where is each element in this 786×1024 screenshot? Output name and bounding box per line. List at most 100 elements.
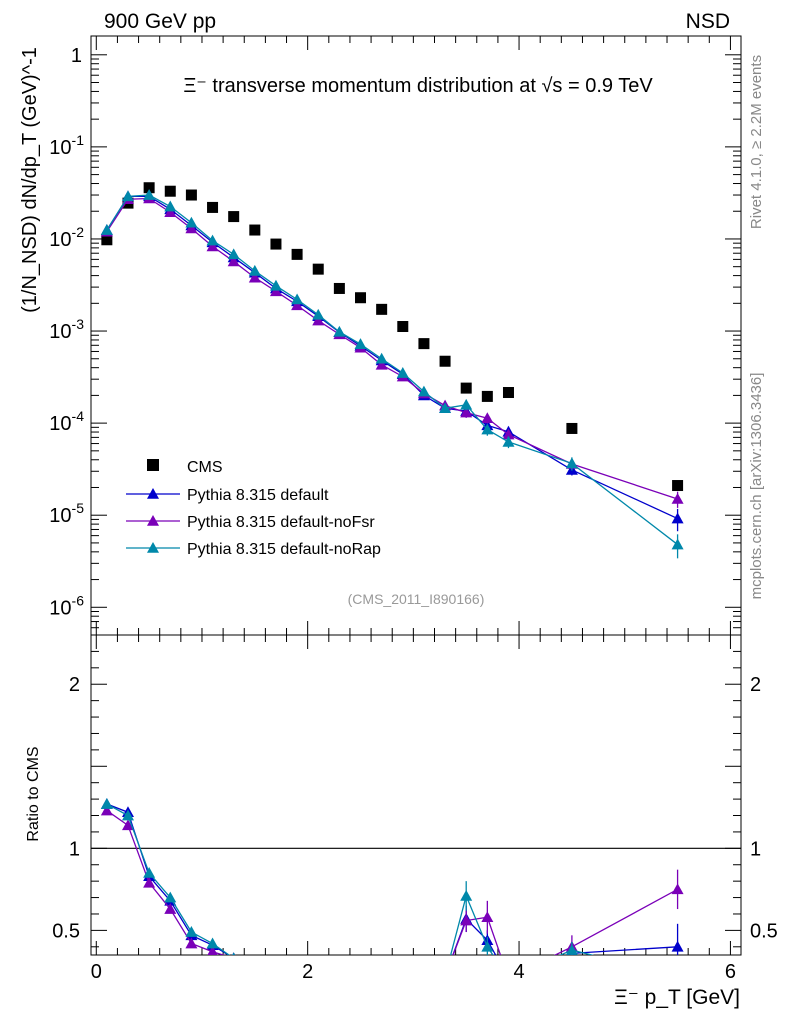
- data-point-cms: [249, 224, 261, 236]
- y-tick-label-ratio-left: 0.5: [52, 920, 80, 942]
- y-tick-label-ratio-right: 1: [750, 838, 761, 860]
- data-point-cms: [566, 422, 578, 434]
- y-tick-label-ratio-left: 2: [69, 674, 80, 696]
- ratio-point-nofsr: [481, 911, 494, 923]
- y-tick-label-main: 1: [71, 45, 82, 67]
- ratio-point-nofsr: [439, 970, 451, 981]
- data-point-cms: [376, 303, 388, 315]
- data-point-norap: [269, 279, 282, 291]
- ratio-point-norap: [232, 952, 236, 955]
- series-line-default: [106, 195, 678, 520]
- y-tick-label-main: 10-5: [49, 500, 84, 527]
- analysis-tag: (CMS_2011_I890166): [348, 591, 485, 607]
- legend-marker-nofsr: [147, 515, 159, 526]
- ratio-point-norap: [460, 889, 473, 901]
- x-tick-label: 2: [302, 961, 313, 983]
- data-point-cms: [185, 189, 197, 201]
- data-point-cms: [101, 234, 113, 246]
- data-point-nofsr: [291, 299, 304, 311]
- data-point-norap: [375, 352, 388, 364]
- x-axis-label: Ξ⁻ p_T [GeV]: [614, 986, 740, 1009]
- data-point-nofsr: [502, 428, 515, 440]
- chart-title: Ξ⁻ transverse momentum distribution at √…: [183, 75, 653, 97]
- legend-marker-norap: [147, 542, 159, 553]
- data-point-norap: [164, 200, 177, 212]
- ratio-point-nofsr: [185, 937, 198, 949]
- ratio-point-nofsr: [460, 914, 473, 926]
- main-y-axis-label: (1/N_NSD) dN/dp_T (GeV)^-1: [19, 47, 41, 313]
- rivet-version-label: Rivet 4.1.0, ≥ 2.2M events: [748, 55, 765, 229]
- legend-label-default: Pythia 8.315 default: [187, 487, 329, 504]
- legend-marker-default: [147, 488, 159, 499]
- ratio-point-norap: [185, 926, 198, 937]
- x-tick-label: 4: [513, 961, 524, 983]
- data-point-nofsr: [206, 240, 219, 252]
- data-point-cms: [228, 211, 240, 223]
- data-point-cms: [502, 387, 514, 399]
- y-tick-label-ratio-right: 0.5: [750, 920, 778, 942]
- data-point-norap: [417, 385, 430, 397]
- legend-label-cms: CMS: [187, 459, 223, 476]
- data-point-cms: [355, 292, 367, 304]
- main-series-group: [100, 182, 684, 559]
- x-tick-label: 0: [91, 961, 102, 983]
- data-point-norap: [671, 538, 684, 550]
- y-tick-label-main: 10-6: [49, 592, 84, 619]
- y-tick-label-ratio-left: 1: [69, 838, 80, 860]
- legend-marker-cms: [147, 459, 159, 471]
- data-point-cms: [270, 238, 282, 250]
- data-point-cms: [143, 182, 155, 194]
- data-point-default: [671, 512, 684, 524]
- x-tick-label: 6: [725, 961, 736, 983]
- data-point-cms: [397, 321, 409, 333]
- ratio-point-norap: [164, 891, 177, 903]
- data-point-norap: [185, 216, 198, 228]
- legend-label-nofsr: Pythia 8.315 default-noFsr: [187, 514, 375, 531]
- axis-ticks: 0 2 4 6 1 10-1 10-2 10-3 10-4 10-5 10-6 0.5 0.5 1 1 2 2: [49, 36, 778, 983]
- data-point-cms: [207, 201, 219, 213]
- header-right-label: NSD: [686, 10, 730, 33]
- header-left-label: 900 GeV pp: [104, 10, 216, 33]
- data-point-nofsr: [312, 314, 325, 326]
- ratio-point-nofsr: [164, 903, 177, 914]
- y-tick-label-main: 10-2: [49, 224, 84, 251]
- data-point-norap: [439, 402, 452, 414]
- data-point-norap: [333, 325, 346, 337]
- data-point-norap: [291, 293, 304, 305]
- series-line-nofsr: [106, 197, 678, 500]
- data-point-nofsr: [481, 412, 494, 424]
- series-line-norap: [106, 194, 678, 546]
- data-point-norap: [565, 457, 578, 469]
- data-point-cms: [439, 355, 451, 367]
- data-point-nofsr: [375, 358, 388, 370]
- ratio-point-nofsr: [100, 804, 113, 816]
- ratio-y-axis-label: Ratio to CMS: [25, 746, 42, 841]
- data-point-norap: [248, 264, 261, 276]
- y-tick-label-main: 10-4: [49, 408, 84, 435]
- ratio-point-nofsr: [671, 883, 684, 895]
- data-point-nofsr: [185, 222, 198, 234]
- ratio-point-norap: [439, 970, 451, 981]
- mcplots-source-label: mcplots.cern.ch [arXiv:1306.3436]: [748, 373, 765, 600]
- y-tick-label-ratio-right: 2: [750, 674, 761, 696]
- ratio-plot-frame: [90, 634, 742, 956]
- data-point-cms: [460, 382, 472, 394]
- data-point-cms: [481, 390, 493, 402]
- data-point-norap: [502, 435, 515, 447]
- legend: CMS Pythia 8.315 default Pythia 8.315 de…: [126, 459, 381, 558]
- ratio-series-group: [100, 798, 684, 981]
- data-point-cms: [312, 263, 324, 275]
- ratio-point-norap: [565, 944, 578, 955]
- ratio-point-default: [671, 940, 684, 952]
- data-point-nofsr: [248, 271, 261, 283]
- data-point-nofsr: [269, 285, 282, 297]
- y-tick-label-main: 10-3: [49, 316, 84, 343]
- ratio-point-norap: [481, 940, 494, 952]
- data-point-norap: [312, 308, 325, 320]
- ratio-point-default: [439, 970, 451, 981]
- legend-label-norap: Pythia 8.315 default-noRap: [187, 541, 381, 558]
- ratio-point-nofsr: [121, 819, 134, 831]
- data-point-norap: [481, 423, 494, 435]
- data-point-norap: [206, 234, 219, 246]
